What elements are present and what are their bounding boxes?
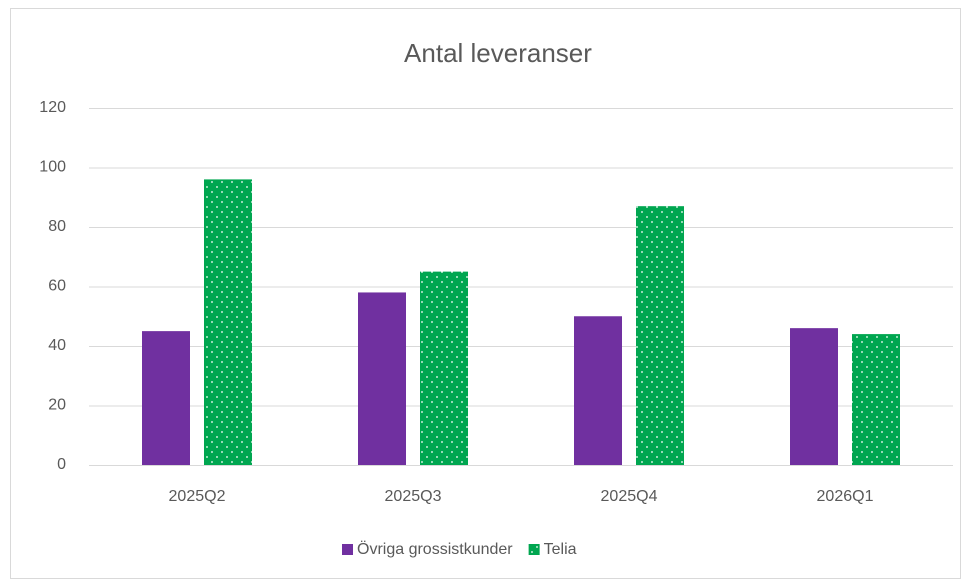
chart-title: Antal leveranser <box>404 38 592 68</box>
legend-swatch <box>342 544 353 555</box>
y-tick-label: 0 <box>57 456 66 473</box>
bar <box>204 179 252 465</box>
y-tick-label: 40 <box>48 337 66 354</box>
bar <box>852 334 900 465</box>
bar <box>790 328 838 465</box>
bar <box>142 331 190 465</box>
bar <box>420 271 468 465</box>
y-tick-label: 20 <box>48 397 66 414</box>
x-tick-label: 2026Q1 <box>817 488 874 505</box>
legend-label: Övriga grossistkunder <box>357 540 513 558</box>
bar <box>636 206 684 466</box>
y-tick-label: 120 <box>39 99 66 116</box>
x-tick-label: 2025Q3 <box>385 488 442 505</box>
legend-label: Telia <box>544 541 577 558</box>
bar <box>574 316 622 465</box>
y-tick-label: 100 <box>39 159 66 176</box>
y-tick-label: 80 <box>48 218 66 235</box>
chart-frame <box>10 8 961 579</box>
x-tick-label: 2025Q2 <box>169 488 226 505</box>
x-tick-label: 2025Q4 <box>601 488 658 505</box>
y-tick-label: 60 <box>48 278 66 295</box>
bar <box>358 292 406 465</box>
legend-swatch <box>528 544 540 555</box>
